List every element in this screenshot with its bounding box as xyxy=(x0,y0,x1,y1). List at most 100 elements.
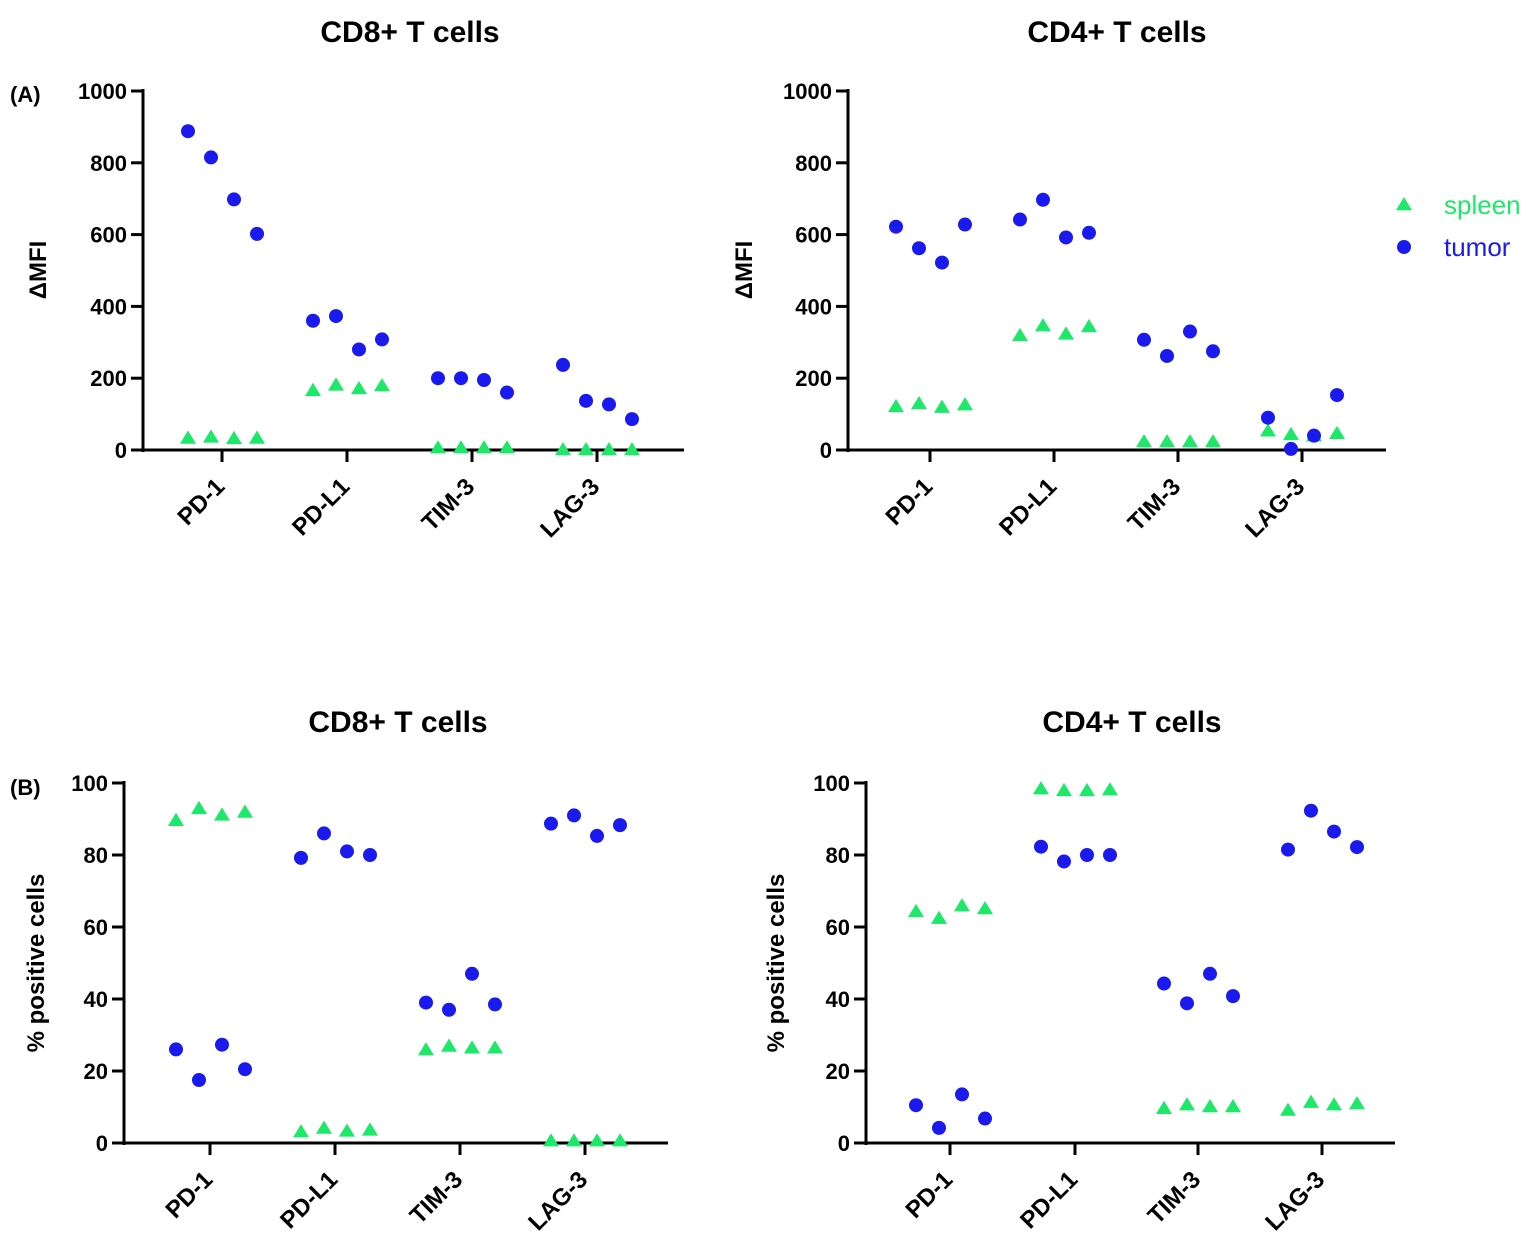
spleen-point xyxy=(339,1123,355,1137)
tumor-point xyxy=(1307,428,1321,443)
x-tick-label: PD-L1 xyxy=(275,1166,343,1234)
tumor-point xyxy=(181,124,195,139)
y-tick-label: 200 xyxy=(795,366,832,391)
tumor-point xyxy=(454,371,468,386)
tumor-point xyxy=(238,1062,252,1077)
tumor-point xyxy=(1103,848,1117,862)
y-tick-label: 40 xyxy=(826,987,850,1012)
spleen-point xyxy=(203,429,219,443)
tumor-point xyxy=(544,816,558,831)
spleen-point xyxy=(1225,1099,1241,1113)
spleen-point xyxy=(430,440,446,454)
tumor-point xyxy=(1304,803,1318,818)
spleen-point xyxy=(977,901,993,915)
tumor-point xyxy=(590,828,604,843)
y-tick-label: 0 xyxy=(820,438,832,463)
tumor-point xyxy=(978,1111,992,1126)
tumor-point xyxy=(419,995,433,1010)
x-tick-label: LAG-3 xyxy=(535,473,605,543)
tumor-point xyxy=(1327,824,1341,839)
tumor-point xyxy=(579,393,593,408)
x-tick-label: LAG-3 xyxy=(1240,473,1310,543)
spleen-point xyxy=(237,804,253,818)
tumor-point xyxy=(1180,996,1194,1011)
tumor-point xyxy=(431,371,445,386)
y-tick-label: 60 xyxy=(84,915,108,940)
spleen-point xyxy=(1280,1102,1296,1116)
tumor-point xyxy=(955,1087,969,1102)
spleen-point xyxy=(1303,1094,1319,1108)
tumor-point xyxy=(465,966,479,981)
spleen-point xyxy=(487,1040,503,1054)
chart-title: CD8+ T cells xyxy=(308,706,487,739)
tumor-point xyxy=(1036,192,1050,207)
spleen-point xyxy=(908,903,924,918)
tumor-point xyxy=(935,255,949,270)
y-tick-label: 80 xyxy=(84,843,108,868)
y-axis-label: ΔMFI xyxy=(25,241,52,300)
chart-cd8-percent: CD8+ T cells (B) % positive cells 0 20 40 60 80… xyxy=(10,706,668,1236)
tumor-point xyxy=(912,241,926,256)
tumor-point xyxy=(306,313,320,328)
tumor-point xyxy=(294,850,308,865)
x-tick-label: PD-1 xyxy=(160,1166,218,1224)
spleen-point xyxy=(1179,1097,1195,1111)
x-tick-label: PD-1 xyxy=(880,473,938,531)
tumor-point xyxy=(1206,344,1220,359)
spleen-point xyxy=(305,382,321,396)
y-tick-label: 600 xyxy=(795,223,832,248)
spleen-point xyxy=(1326,1097,1342,1111)
spleen-point xyxy=(624,442,640,456)
tumor-point xyxy=(1203,966,1217,981)
tumor-point xyxy=(215,1037,229,1052)
y-tick-label: 1000 xyxy=(78,79,127,104)
tumor-point xyxy=(909,1098,923,1113)
spleen-point xyxy=(1182,434,1198,448)
tumor-point xyxy=(1160,348,1174,363)
x-tick-label: LAG-3 xyxy=(523,1166,593,1236)
tumor-point xyxy=(329,309,343,324)
tumor-point xyxy=(1281,842,1295,857)
tumor-point xyxy=(613,818,627,833)
y-tick-label: 100 xyxy=(71,771,108,796)
tumor-point xyxy=(1059,230,1073,245)
spleen-point xyxy=(1349,1096,1365,1110)
tumor-point xyxy=(317,826,331,841)
spleen-point xyxy=(316,1120,332,1134)
tumor-point xyxy=(1080,848,1094,862)
x-tick-label: TIM-3 xyxy=(1143,1166,1206,1229)
tumor-point xyxy=(204,150,218,165)
spleen-point xyxy=(566,1133,582,1147)
spleen-point xyxy=(499,440,515,454)
spleen-point xyxy=(1035,318,1051,332)
tumor-point xyxy=(1013,212,1027,227)
panel-label: (B) xyxy=(10,775,41,800)
tumor-point xyxy=(1034,839,1048,854)
spleen-point xyxy=(612,1133,628,1147)
x-tick-label: PD-1 xyxy=(900,1166,958,1224)
spleen-point xyxy=(214,807,230,821)
spleen-point xyxy=(1102,782,1118,796)
spleen-point xyxy=(888,398,904,413)
spleen-point xyxy=(589,1133,605,1147)
y-tick-label: 1000 xyxy=(783,79,832,104)
x-tick-label: PD-1 xyxy=(172,473,230,531)
tumor-point xyxy=(1261,410,1275,425)
spleen-point xyxy=(1058,326,1074,340)
y-tick-label: 400 xyxy=(90,294,127,319)
y-axis-label: ΔMFI xyxy=(731,241,758,300)
chart-cd4-mfi: CD4+ T cells ΔMFI 0 200 400 600 800 1000 PD-1 PD-… xyxy=(731,16,1386,543)
spleen-point xyxy=(957,397,973,411)
spleen-point xyxy=(578,442,594,456)
spleen-point xyxy=(1012,327,1028,342)
spleen-point xyxy=(362,1122,378,1136)
spleen-point xyxy=(168,812,184,826)
spleen-point xyxy=(351,380,367,395)
spleen-point xyxy=(1159,434,1175,448)
y-tick-label: 0 xyxy=(115,438,127,463)
tumor-point xyxy=(1082,225,1096,240)
spleen-point xyxy=(931,910,947,924)
y-tick-label: 40 xyxy=(84,987,108,1012)
spleen-point xyxy=(954,898,970,912)
